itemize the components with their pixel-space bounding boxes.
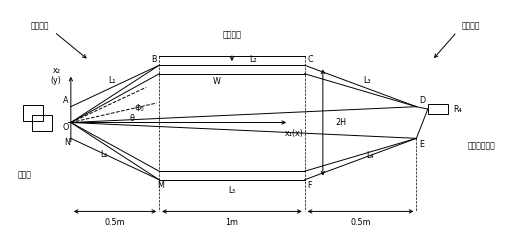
Text: R₄: R₄: [453, 105, 462, 114]
Text: M: M: [157, 181, 164, 190]
Text: E: E: [419, 140, 424, 148]
Text: Φ₀: Φ₀: [135, 104, 144, 113]
Text: 1m: 1m: [226, 218, 239, 227]
Text: x₂: x₂: [52, 66, 60, 75]
Text: 2H: 2H: [336, 118, 347, 127]
Text: 0.5m: 0.5m: [350, 218, 371, 227]
Text: 前过度段: 前过度段: [30, 22, 49, 31]
Text: B: B: [151, 55, 157, 64]
Text: N: N: [64, 138, 70, 147]
Text: L₂: L₂: [249, 55, 256, 64]
Bar: [428, 104, 448, 114]
Text: L₁: L₁: [108, 76, 116, 85]
Text: (y): (y): [51, 76, 61, 85]
Text: L₄: L₄: [366, 151, 374, 160]
Text: x₁(x): x₁(x): [285, 129, 304, 138]
Text: 后过度段: 后过度段: [462, 22, 480, 31]
Text: L₆: L₆: [100, 150, 107, 159]
Text: L₃: L₃: [363, 76, 371, 85]
Text: W: W: [213, 77, 220, 86]
Text: F: F: [307, 181, 312, 190]
Bar: [23, 105, 43, 121]
Bar: [32, 115, 52, 131]
Text: θ: θ: [130, 114, 134, 122]
Text: 脉冲源: 脉冲源: [17, 170, 31, 179]
Text: 负载匹配电路: 负载匹配电路: [467, 141, 495, 150]
Text: A: A: [63, 97, 68, 105]
Text: 平行板段: 平行板段: [222, 30, 241, 39]
Text: C: C: [307, 55, 313, 64]
Text: D: D: [419, 97, 425, 105]
Text: 0.5m: 0.5m: [105, 218, 126, 227]
Text: O: O: [63, 123, 69, 132]
Text: L₅: L₅: [228, 186, 235, 195]
